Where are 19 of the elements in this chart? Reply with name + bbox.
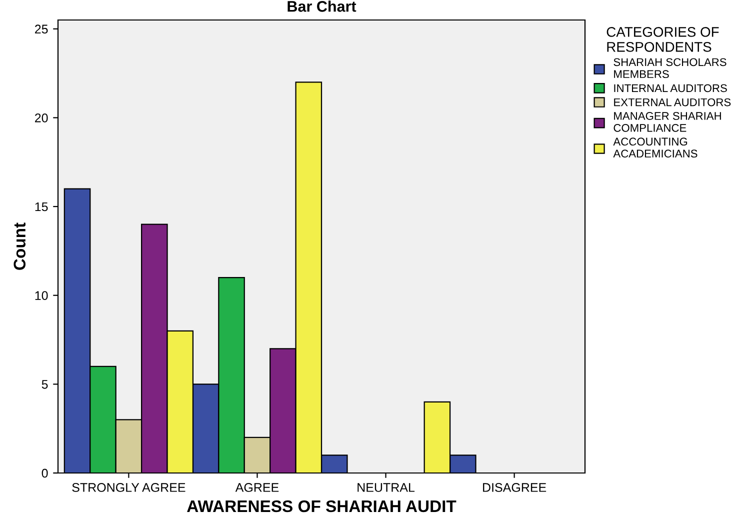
legend-label: INTERNAL AUDITORS: [614, 84, 727, 92]
legend-label: ACCOUNTING ACADEMICIANS: [613, 138, 698, 158]
chart-title: Bar Chart: [288, 0, 356, 12]
legend-title: CATEGORIES OF RESPONDENTS: [606, 27, 719, 52]
y-tick-label: 10: [35, 291, 48, 300]
x-tick-label: DISAGREE: [483, 483, 546, 492]
y-tick-label: 5: [42, 380, 48, 389]
y-tick-label: 15: [35, 202, 48, 212]
x-tick-label: NEUTRAL: [358, 483, 415, 492]
y-tick-label: 0: [42, 468, 48, 478]
y-tick-label: 20: [35, 114, 48, 122]
x-tick-label: STRONGLY AGREE: [72, 483, 186, 492]
legend-label: EXTERNAL AUDITORS: [614, 98, 731, 106]
legend-label: MANAGER SHARIAH COMPLIANCE: [614, 112, 721, 132]
y-tick-label: 25: [35, 24, 48, 34]
legend-label: SHARIAH SCHOLARS MEMBERS: [614, 58, 726, 78]
y-axis-title: Count: [14, 222, 26, 270]
x-axis-title: AWARENESS OF SHARIAH AUDIT: [187, 500, 456, 512]
x-tick-label: AGREE: [235, 483, 279, 492]
